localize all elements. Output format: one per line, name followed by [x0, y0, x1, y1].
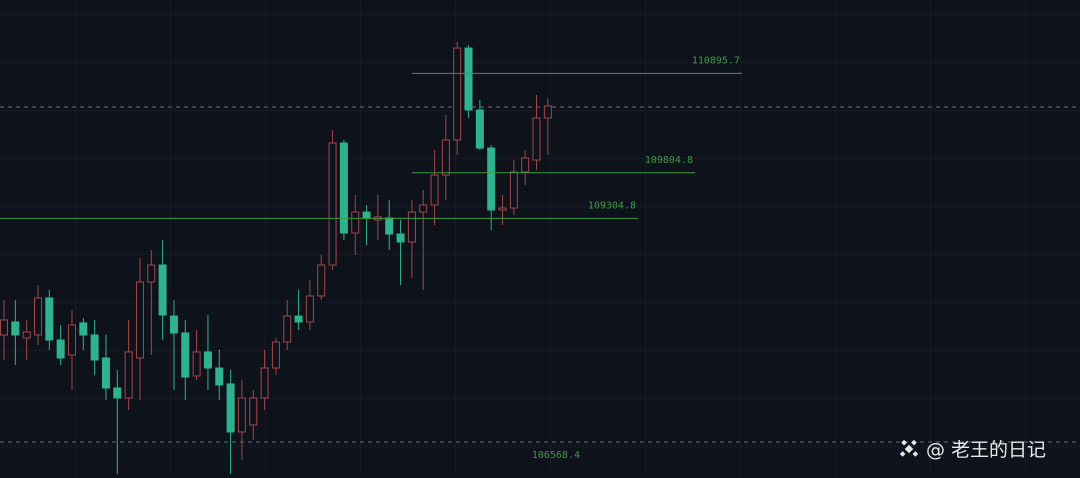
candle-body — [237, 397, 246, 433]
candle-body — [362, 211, 371, 219]
candle-body — [464, 47, 473, 111]
candle-body — [79, 322, 88, 336]
candle-body — [521, 157, 530, 173]
candle-body — [396, 233, 405, 243]
candle-body — [339, 142, 348, 234]
candle-body — [487, 147, 496, 211]
candle-body — [441, 139, 450, 176]
candle-body — [67, 324, 76, 356]
candle-body — [135, 281, 144, 359]
candle-body — [385, 217, 394, 235]
candle-body — [158, 264, 167, 316]
candle-body — [407, 211, 416, 243]
candle-body — [215, 367, 224, 386]
watermark-text: @ 老王的日记 — [926, 439, 1046, 461]
candle-body — [249, 397, 258, 426]
candle-body — [294, 315, 303, 323]
candle-body — [113, 387, 122, 399]
candle-body — [453, 47, 462, 141]
level-label: 109804.8 — [645, 155, 693, 166]
level-label: 110895.7 — [692, 55, 740, 66]
candle-body — [90, 334, 99, 361]
candle-body — [169, 315, 178, 334]
candle-body — [509, 171, 518, 209]
candle-body — [101, 357, 110, 389]
candle-body — [271, 341, 280, 369]
candle-body — [351, 211, 360, 234]
candle-body — [22, 331, 31, 339]
candle-body — [475, 109, 484, 149]
candle-body — [532, 117, 541, 161]
candle-body — [419, 204, 428, 213]
candle-body — [305, 295, 314, 323]
candle-body — [328, 142, 337, 266]
level-label: 109304.8 — [588, 200, 636, 211]
candle-body — [203, 351, 212, 369]
candle-body — [56, 339, 65, 359]
candle-body — [45, 297, 54, 341]
candle-body — [192, 351, 201, 377]
candle-body — [317, 264, 326, 297]
candle-body — [124, 351, 133, 399]
candle-body — [260, 367, 269, 399]
candle-body — [498, 207, 507, 211]
level-label: 106568.4 — [532, 450, 580, 461]
candle-body — [543, 105, 552, 119]
candle-body — [226, 383, 235, 433]
candle-body — [0, 319, 8, 336]
candle-body — [33, 297, 42, 336]
candle-body — [11, 321, 20, 336]
candle-body — [430, 174, 439, 206]
candle-body — [283, 315, 292, 343]
candle-body — [147, 264, 156, 283]
candle-body — [181, 332, 190, 378]
